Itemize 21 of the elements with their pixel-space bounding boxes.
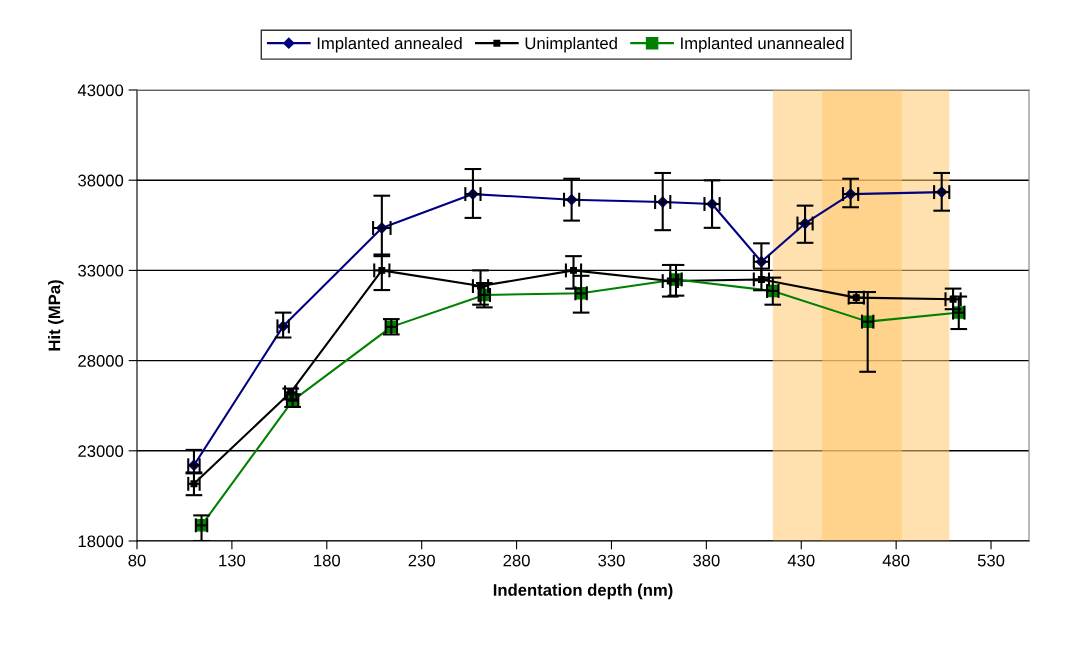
legend-label: Implanted annealed bbox=[317, 36, 462, 53]
x-tick-label: 330 bbox=[598, 554, 625, 567]
legend-label: Implanted unannealed bbox=[681, 36, 844, 53]
y-tick-label: 43000 bbox=[77, 84, 124, 97]
legend-label: Unimplanted bbox=[525, 36, 617, 53]
y-tick-label: 23000 bbox=[78, 445, 124, 457]
x-tick-label: 80 bbox=[128, 554, 146, 567]
y-tick-label: 28000 bbox=[78, 355, 124, 367]
x-tick-label: 430 bbox=[787, 554, 815, 567]
x-tick-label: 180 bbox=[314, 554, 341, 567]
x-tick-label: 130 bbox=[219, 554, 246, 567]
x-tick-label: 280 bbox=[503, 554, 530, 567]
x-tick-label: 230 bbox=[408, 554, 435, 567]
y-tick-label: 33000 bbox=[78, 264, 124, 277]
x-axis-title: Indentation depth (nm) bbox=[493, 583, 673, 600]
y-axis-title: Hit (MPa) bbox=[48, 280, 64, 351]
y-tick-label: 38000 bbox=[78, 174, 124, 187]
x-tick-label: 480 bbox=[882, 554, 910, 567]
x-tick-label: 530 bbox=[977, 554, 1005, 567]
x-tick-label: 380 bbox=[693, 554, 720, 567]
y-tick-label: 18000 bbox=[78, 535, 124, 548]
